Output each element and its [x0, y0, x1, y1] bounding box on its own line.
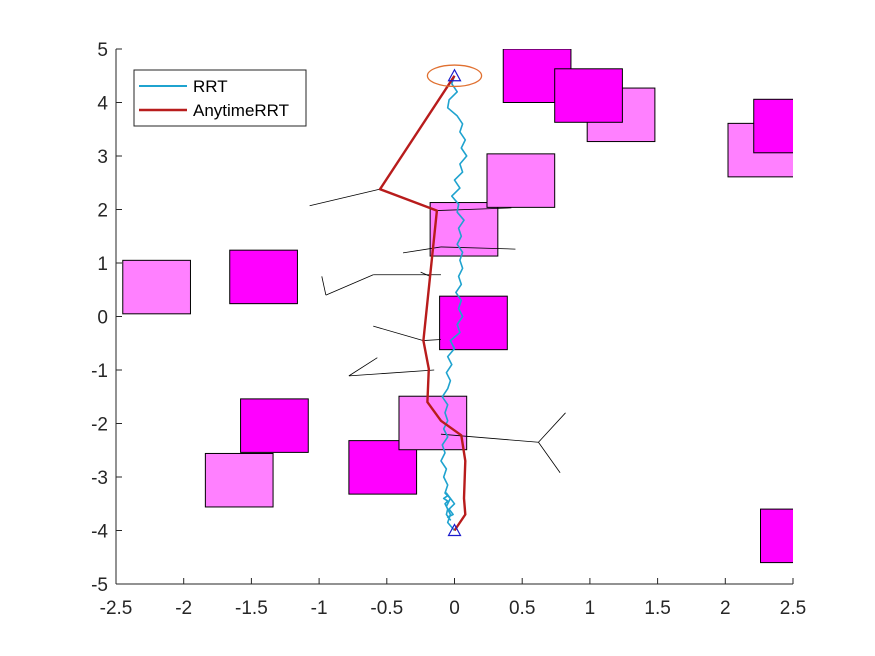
x-tick-label: -2 — [175, 598, 192, 619]
tree-edge — [321, 276, 327, 296]
start-marker — [447, 523, 462, 537]
goal-marker — [447, 68, 462, 82]
legend-entry-anytimerrt: AnytimeRRT — [193, 101, 289, 120]
obstacle-light — [122, 259, 191, 315]
tree-edge — [440, 246, 516, 250]
y-tick-label: 5 — [97, 40, 108, 61]
x-tick-label: 0.5 — [509, 598, 535, 619]
legend-entry-rrt: RRT — [193, 77, 228, 96]
y-tick-label: 1 — [97, 254, 108, 275]
tree-edge — [440, 433, 539, 443]
series-line-rrt — [440, 75, 468, 532]
tree-edge — [309, 188, 381, 207]
x-tick-label: -2.5 — [100, 598, 133, 619]
obstacle-dark — [753, 98, 793, 154]
x-tick-label: -0.5 — [370, 598, 403, 619]
goal-region — [426, 64, 483, 88]
y-tick-label: 2 — [97, 201, 108, 222]
obstacle-dark — [240, 398, 309, 453]
obstacle-light — [486, 153, 556, 208]
y-tick-label: -5 — [91, 575, 108, 596]
obstacle-light — [204, 452, 274, 508]
obstacle-dark — [760, 508, 793, 564]
x-tick-label: 1 — [585, 598, 596, 619]
tree-edge — [436, 207, 512, 211]
legend-box — [133, 69, 307, 127]
obstacles — [122, 49, 793, 564]
tree-edge — [402, 246, 442, 254]
tree-edge — [373, 325, 424, 341]
tree-edge — [348, 357, 378, 377]
y-tick-label: -3 — [91, 468, 108, 489]
y-tick-label: 4 — [97, 94, 108, 115]
markers — [426, 64, 483, 537]
series-layer — [378, 75, 468, 532]
y-tick-label: -1 — [91, 361, 108, 382]
y-tick-label: 0 — [97, 308, 108, 329]
obstacle-dark — [554, 68, 623, 123]
tree-edge — [538, 441, 561, 473]
tree-edge — [420, 271, 431, 277]
axes: -2.5 -2 -1.5 -1 -0.5 0 0.5 1 1.5 2 2.5 5 4 3 2 1 0 -1 -2 -3… — [91, 40, 806, 619]
legend: RRT AnytimeRRT — [133, 69, 307, 127]
plot-area — [122, 49, 793, 564]
tree-edge — [348, 369, 435, 377]
tree-edge — [538, 412, 566, 443]
x-tick-label: 1.5 — [644, 598, 670, 619]
x-tick-label: 2.5 — [780, 598, 806, 619]
y-tick-label: 3 — [97, 147, 108, 168]
series-line-anytimerrt — [378, 75, 467, 532]
x-tick-label: -1 — [311, 598, 328, 619]
x-tick-label: -1.5 — [235, 598, 268, 619]
obstacle-dark — [439, 295, 508, 351]
y-tick-label: -2 — [91, 415, 108, 436]
y-tick-label: -4 — [91, 522, 108, 543]
x-tick-label: 0 — [449, 598, 460, 619]
tree-edge — [325, 274, 374, 296]
tree-edges — [309, 188, 566, 473]
x-tick-label: 2 — [720, 598, 731, 619]
obstacle-dark — [229, 249, 298, 305]
obstacle-light — [398, 395, 468, 451]
tree-edge — [423, 339, 441, 341]
